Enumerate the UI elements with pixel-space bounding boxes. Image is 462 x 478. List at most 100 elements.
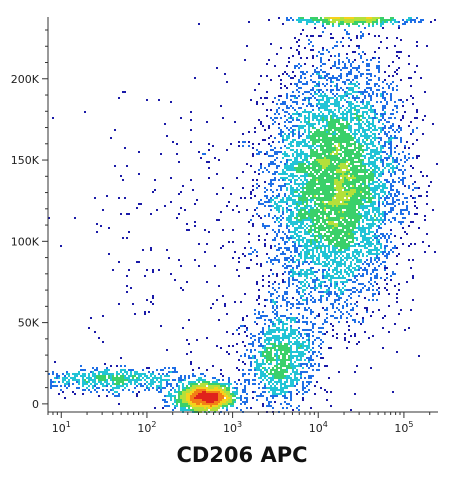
density-dot [388,143,390,145]
density-dot [358,179,360,181]
density-dot [332,163,334,165]
density-dot [280,95,282,97]
density-dot [372,249,374,251]
density-dot [238,275,240,277]
density-dot [288,283,290,285]
density-dot [372,183,374,185]
density-dot [304,283,306,285]
density-dot [400,79,402,81]
density-dot [380,17,382,19]
density-dot [392,217,394,219]
density-dot [406,209,408,211]
density-dot [378,187,380,189]
density-dot [306,171,308,173]
density-dot [322,145,324,147]
density-dot [372,201,374,203]
density-dot [312,81,314,83]
density-dot [380,131,382,133]
density-dot [408,327,410,329]
density-dot [290,321,292,323]
density-dot [324,181,326,183]
density-dot [338,217,340,219]
density-dot [346,201,348,203]
density-dot [292,187,294,189]
density-dot [242,319,244,321]
density-dot [354,269,356,271]
density-dot [342,127,344,129]
density-dot [342,217,344,219]
density-dot [324,149,326,151]
density-dot [358,153,360,155]
density-dot [282,169,284,171]
density-dot [412,129,414,131]
density-dot [374,35,376,37]
density-dot [310,111,312,113]
density-dot [360,251,362,253]
density-dot [340,147,342,149]
density-dot [336,239,338,241]
density-dot [394,181,396,183]
density-dot [360,175,362,177]
density-dot [306,203,308,205]
density-dot [374,185,376,187]
density-dot [366,211,368,213]
density-dot [394,195,396,197]
density-dot [296,239,298,241]
density-dot [316,263,318,265]
density-dot [334,167,336,169]
density-dot [272,119,274,121]
density-dot [344,265,346,267]
density-dot [320,291,322,293]
density-dot [370,99,372,101]
density-dot [338,209,340,211]
density-dot [282,325,284,327]
density-dot [296,85,298,87]
density-dot [360,203,362,205]
density-dot [390,83,392,85]
density-dot [316,187,318,189]
density-dot [338,161,340,163]
density-dot [274,329,276,331]
density-dot [342,61,344,63]
density-dot [270,201,272,203]
density-dot [242,317,244,319]
density-dot [372,25,374,27]
density-dot [338,221,340,223]
density-dot [314,159,316,161]
density-dot [290,185,292,187]
density-dot [302,245,304,247]
density-dot [380,197,382,199]
density-dot [316,287,318,289]
density-dot [306,231,308,233]
density-dot [344,281,346,283]
density-dot [342,197,344,199]
density-dot [392,209,394,211]
density-dot [360,115,362,117]
density-dot [370,251,372,253]
density-dot [308,101,310,103]
density-dot [302,289,304,291]
density-dot [346,53,348,55]
density-dot [348,151,350,153]
density-dot [274,163,276,165]
density-dot [312,217,314,219]
density-dot [390,21,392,23]
density-dot [374,247,376,249]
density-dot [382,27,384,29]
density-dot [334,147,336,149]
density-dot [386,197,388,199]
density-dot [328,155,330,157]
density-dot [344,83,346,85]
density-dot [346,93,348,95]
density-dot [372,93,374,95]
density-dot [318,175,320,177]
density-dot [320,193,322,195]
density-dot [256,323,258,325]
density-dot [302,165,304,167]
density-dot [330,123,332,125]
density-dot [198,265,200,267]
density-dot [324,235,326,237]
density-dot [326,199,328,201]
density-dot [240,301,242,303]
density-dot [344,189,346,191]
